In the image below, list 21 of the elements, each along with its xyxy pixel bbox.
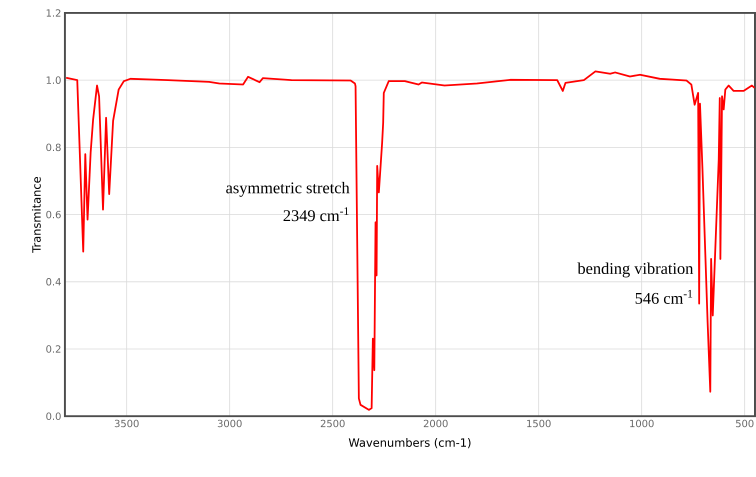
x-axis-title: Wavenumbers (cm-1) bbox=[348, 438, 470, 448]
x-tick-label: 1000 bbox=[630, 420, 654, 428]
y-tick-label: 0.4 bbox=[46, 278, 61, 286]
y-tick-label: 0.8 bbox=[46, 144, 61, 152]
y-tick-label: 0.6 bbox=[46, 210, 61, 218]
y-tick-label: 1.2 bbox=[46, 9, 60, 17]
x-tick-label: 3500 bbox=[114, 420, 139, 428]
x-tick-label: 3000 bbox=[218, 420, 242, 428]
x-tick-label: 1500 bbox=[527, 420, 551, 428]
annotation: 2349 cm$^{-1}$ bbox=[284, 207, 349, 222]
x-tick-label: 2500 bbox=[320, 420, 345, 428]
annotation: bending vibration bbox=[577, 262, 694, 278]
line-series bbox=[65, 70, 755, 411]
y-tick-label: 1.0 bbox=[46, 76, 61, 84]
y-axis-title: Transmitance bbox=[32, 176, 41, 253]
x-tick-label: 2000 bbox=[424, 420, 448, 428]
annotation: asymmetric stretch bbox=[226, 182, 350, 197]
x-tick-label: 500 bbox=[736, 420, 754, 428]
annotation: 546 cm$^{-1}$ bbox=[636, 290, 692, 304]
y-tick-label: 0.2 bbox=[46, 345, 60, 353]
y-tick-label: 0.0 bbox=[46, 412, 61, 420]
